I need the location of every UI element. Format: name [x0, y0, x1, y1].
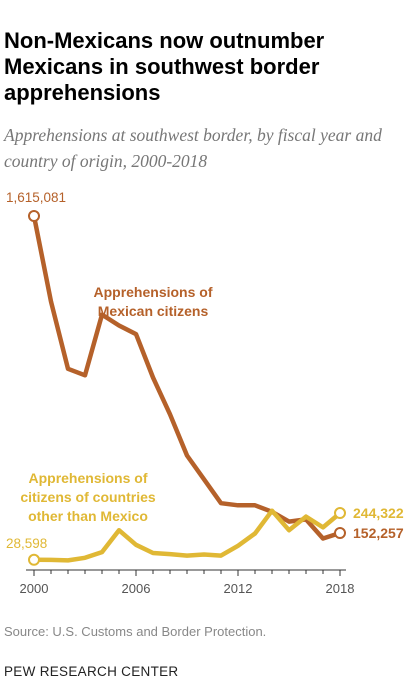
end-point-other — [334, 507, 346, 520]
series-line-other — [31, 508, 343, 563]
start-value-label-mexican: 1,615,081 — [6, 190, 66, 205]
x-tick-label: 2000 — [20, 581, 49, 596]
series-label-line: Apprehensions of — [28, 470, 147, 486]
series-label-line: other than Mexico — [28, 508, 148, 524]
end-value-label-other: 244,322 — [353, 505, 404, 521]
x-tick-label: 2006 — [122, 581, 151, 596]
end-point-mexican — [334, 527, 346, 540]
series-label-line: citizens of countries — [20, 489, 156, 505]
x-tick-label: 2018 — [326, 581, 355, 596]
series-label-line: Mexican citizens — [98, 303, 209, 319]
chart-subtitle: Apprehensions at southwest border, by fi… — [4, 125, 382, 171]
line-chart: 2000 2006 2012 2018 1,615,081 152,257 Apprehe… — [6, 190, 404, 596]
series-label-mexican: Apprehensions of Mexican citizens — [93, 284, 212, 319]
x-tick-label: 2012 — [224, 581, 253, 596]
series-label-line: Apprehensions of — [93, 284, 212, 300]
start-point-other — [28, 553, 40, 566]
series-label-other: Apprehensions of citizens of countries oth… — [20, 470, 156, 524]
series-line-mexican — [31, 213, 343, 541]
source-note: Source: U.S. Customs and Border Protecti… — [4, 624, 267, 639]
start-point-mexican — [28, 210, 40, 222]
end-value-label-mexican: 152,257 — [353, 525, 404, 541]
start-value-label-other: 28,598 — [6, 536, 47, 551]
chart-title: Non-Mexicans now outnumber Mexicans in s… — [4, 28, 325, 105]
organization-credit: PEW RESEARCH CENTER — [4, 664, 179, 679]
